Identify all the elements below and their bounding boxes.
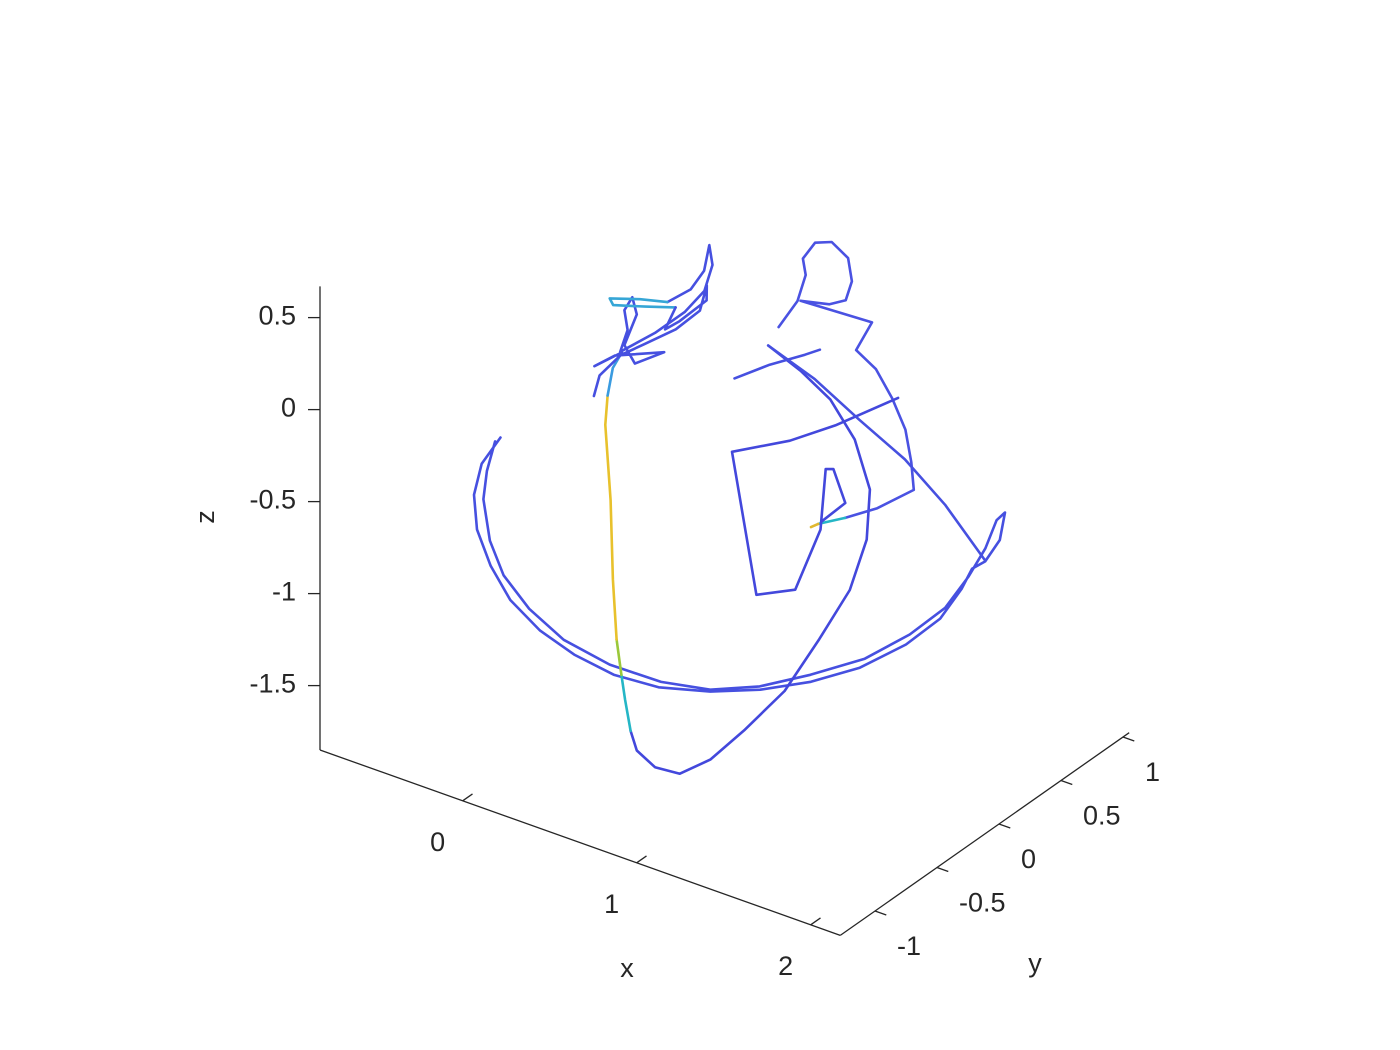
y-tick-label: 0: [1021, 844, 1036, 874]
trajectory: [629, 344, 872, 775]
trajectory: [620, 673, 632, 733]
trajectory: [593, 243, 714, 368]
y-tick: [874, 910, 887, 916]
x-axis-line: [319, 749, 841, 936]
y-tick-label: -0.5: [959, 888, 1006, 918]
y-tick-label: 1: [1145, 757, 1160, 787]
z-tick-label: 0: [281, 393, 296, 423]
trajectory: [604, 394, 618, 641]
trajectory: [777, 240, 916, 520]
z-tick-label: -1: [272, 577, 296, 607]
z-axis-label: z: [190, 510, 220, 524]
x-tick: [810, 917, 821, 926]
z-tick-label: 0.5: [258, 301, 296, 331]
y-tick-label: -1: [897, 931, 921, 961]
y-tick: [998, 823, 1011, 829]
trajectory: [816, 516, 847, 526]
z-tick-label: -1.5: [249, 669, 296, 699]
x-tick: [462, 793, 473, 802]
trajectory: [615, 638, 623, 677]
trajectory: [608, 297, 677, 309]
y-tick: [1060, 779, 1073, 786]
y-axis-line: [839, 732, 1130, 936]
x-tick: [636, 855, 647, 864]
x-tick-label: 0: [430, 827, 445, 857]
trajectory: [766, 344, 986, 562]
y-tick: [1122, 736, 1135, 742]
z-tick-label: -0.5: [249, 485, 296, 515]
y-tick: [936, 866, 949, 873]
y-tick-label: 0.5: [1083, 801, 1121, 831]
trajectory: [730, 396, 900, 597]
trajectory: [809, 522, 820, 529]
x-axis-label: x: [620, 953, 634, 983]
trajectory: [592, 284, 709, 398]
x-tick-label: 2: [778, 951, 793, 981]
x-tick-label: 1: [604, 889, 619, 919]
trajectory: [472, 436, 1007, 693]
y-axis-label: y: [1028, 948, 1042, 978]
